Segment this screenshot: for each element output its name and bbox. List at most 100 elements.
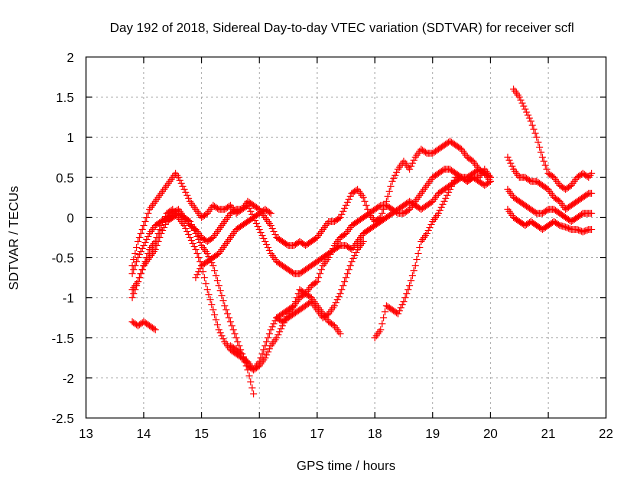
data-point bbox=[515, 93, 523, 101]
y-tick-label: -1.5 bbox=[52, 331, 74, 346]
data-point bbox=[345, 266, 353, 274]
data-point bbox=[270, 320, 278, 328]
data-point bbox=[177, 179, 185, 187]
data-point bbox=[235, 342, 243, 350]
data-point bbox=[293, 294, 301, 302]
data-point bbox=[391, 171, 399, 179]
data-point bbox=[264, 348, 272, 356]
data-point bbox=[190, 224, 198, 232]
data-point bbox=[231, 330, 239, 338]
data-point bbox=[440, 197, 448, 205]
data-point bbox=[263, 351, 271, 359]
data-point bbox=[348, 258, 356, 266]
data-point bbox=[315, 274, 323, 282]
data-point bbox=[151, 326, 159, 334]
data-point bbox=[247, 207, 255, 215]
series-pass-j bbox=[510, 85, 596, 193]
data-point bbox=[141, 258, 149, 266]
data-marks bbox=[128, 85, 596, 398]
data-point bbox=[265, 345, 273, 353]
data-point bbox=[439, 200, 447, 208]
data-point bbox=[213, 251, 221, 259]
data-point bbox=[434, 209, 442, 217]
data-point bbox=[189, 240, 197, 248]
data-point bbox=[563, 224, 571, 232]
data-point bbox=[173, 206, 181, 214]
data-point bbox=[329, 321, 337, 329]
data-point bbox=[423, 229, 431, 237]
x-tick-label: 19 bbox=[425, 426, 439, 441]
y-tick-labels: -2.5 -2 -1.5 -1 -0.5 0 0.5 1 1.5 2 bbox=[52, 50, 74, 426]
data-point bbox=[520, 102, 528, 110]
series-pass-g bbox=[226, 342, 258, 398]
data-point bbox=[384, 192, 392, 200]
data-point bbox=[263, 338, 271, 346]
data-point bbox=[137, 270, 145, 278]
data-point bbox=[335, 293, 343, 301]
data-point bbox=[443, 191, 451, 199]
data-point bbox=[137, 248, 145, 256]
data-point bbox=[380, 314, 388, 322]
x-tick-label: 14 bbox=[137, 426, 151, 441]
data-point bbox=[133, 282, 141, 290]
data-point bbox=[151, 238, 159, 246]
data-point bbox=[343, 198, 351, 206]
data-point bbox=[342, 201, 350, 209]
data-point bbox=[566, 182, 574, 190]
data-point bbox=[531, 208, 539, 216]
data-point bbox=[523, 108, 531, 116]
data-point bbox=[131, 262, 139, 270]
data-point bbox=[390, 174, 398, 182]
data-point bbox=[183, 191, 191, 199]
data-point bbox=[404, 206, 412, 214]
data-point bbox=[397, 304, 405, 312]
data-point bbox=[150, 325, 158, 333]
data-point bbox=[248, 384, 256, 392]
data-point bbox=[205, 291, 213, 299]
data-point bbox=[583, 190, 591, 198]
data-point bbox=[244, 366, 252, 374]
data-point bbox=[255, 225, 263, 233]
data-point bbox=[141, 239, 149, 247]
data-point bbox=[345, 195, 353, 203]
data-point bbox=[232, 334, 240, 342]
data-point bbox=[258, 231, 266, 239]
data-point bbox=[238, 350, 246, 358]
x-tick-label: 16 bbox=[252, 426, 266, 441]
data-point bbox=[517, 96, 525, 104]
data-point bbox=[215, 282, 223, 290]
y-tick-label: 1 bbox=[67, 130, 74, 145]
data-point bbox=[317, 266, 325, 274]
data-point bbox=[403, 290, 411, 298]
data-point bbox=[133, 244, 141, 252]
data-point bbox=[575, 226, 583, 234]
data-point bbox=[424, 226, 432, 234]
data-point bbox=[414, 250, 422, 258]
x-axis-label: GPS time / hours bbox=[297, 458, 396, 473]
data-point bbox=[349, 255, 357, 263]
data-point bbox=[247, 378, 255, 386]
data-point bbox=[211, 267, 219, 275]
data-point bbox=[196, 258, 204, 266]
data-point bbox=[215, 326, 223, 334]
y-tick-label: -1 bbox=[62, 291, 74, 306]
data-point bbox=[203, 250, 211, 258]
data-point bbox=[446, 185, 454, 193]
data-point bbox=[562, 223, 570, 231]
y-tick-label: -0.5 bbox=[52, 251, 74, 266]
data-point bbox=[294, 290, 302, 298]
data-point bbox=[352, 186, 360, 194]
data-point bbox=[352, 249, 360, 257]
data-point bbox=[261, 354, 269, 362]
data-point bbox=[543, 184, 551, 192]
data-point bbox=[346, 262, 354, 270]
data-point bbox=[154, 229, 162, 237]
data-point bbox=[138, 245, 146, 253]
plot-frame bbox=[85, 56, 607, 419]
y-tick-label: -2 bbox=[62, 371, 74, 386]
data-point bbox=[335, 214, 343, 222]
data-point bbox=[135, 234, 143, 241]
data-point bbox=[134, 254, 142, 262]
data-point bbox=[518, 99, 526, 107]
